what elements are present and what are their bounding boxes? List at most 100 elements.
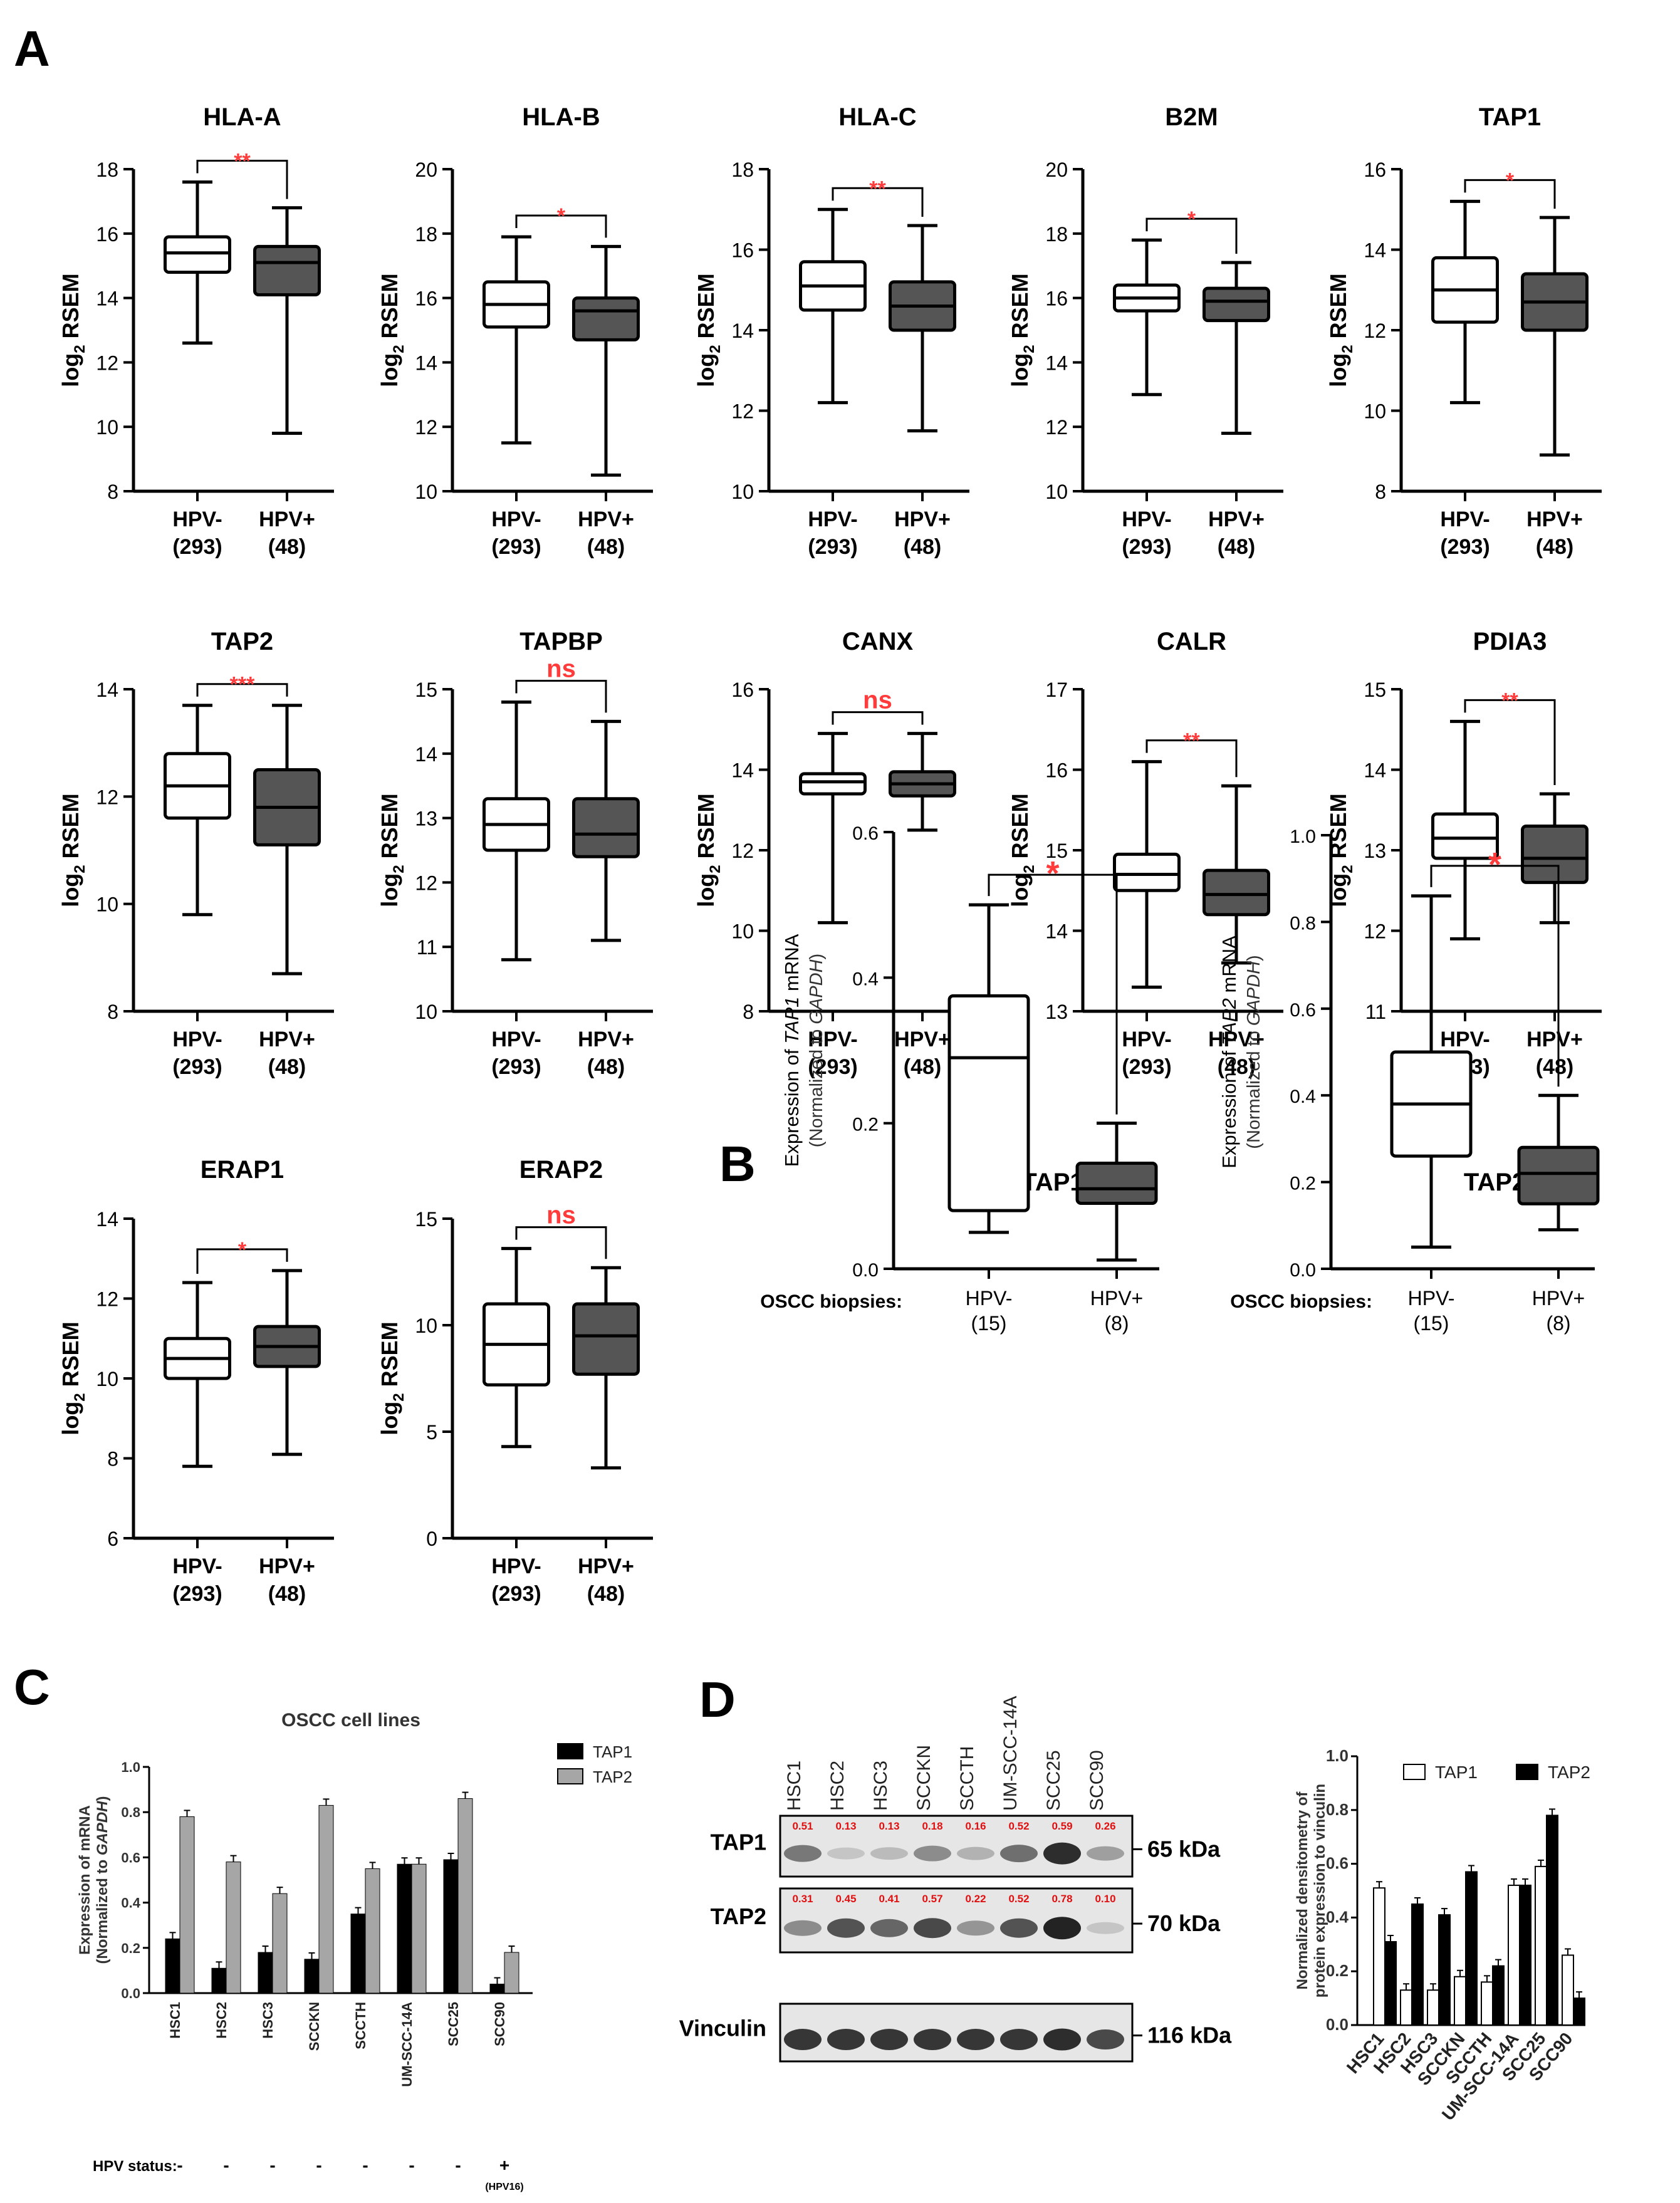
y-tick-label: 14 — [1045, 352, 1068, 374]
group-label: HPV- — [1122, 1028, 1171, 1051]
y-axis-label: log2 RSEM — [693, 793, 724, 907]
y-tick-label: 20 — [415, 159, 437, 181]
legend-label: TAP1 — [1435, 1763, 1478, 1782]
panel-label-b: B — [719, 1136, 756, 1192]
y-axis-label-2: protein expression to vinculin — [1312, 1784, 1328, 1997]
group-label: HPV+ — [1532, 1287, 1585, 1310]
y-tick-label: 0.4 — [121, 1895, 140, 1911]
significance-bracket — [196, 160, 288, 199]
blot-band — [1000, 1918, 1038, 1938]
significance-bracket — [832, 711, 924, 725]
group-label: HPV- — [966, 1287, 1013, 1310]
bar-tap2 — [226, 1862, 241, 1994]
y-label-part: mRNA — [781, 934, 803, 996]
y-tick-label: 18 — [731, 159, 754, 181]
bar-tap2 — [411, 1863, 427, 1994]
y-tick-label: 0.4 — [1290, 1086, 1316, 1107]
box — [1075, 1162, 1158, 1205]
chart-title: ERAP1 — [201, 1156, 284, 1184]
category-label: HSC3 — [260, 2002, 276, 2039]
y-tick-label: 20 — [1045, 159, 1068, 181]
group-label: HPV+ — [259, 1555, 315, 1578]
legend-swatch — [1516, 1764, 1538, 1780]
box — [572, 797, 640, 858]
chart-title: TAP1 — [1479, 103, 1541, 131]
y-tick-label: 10 — [96, 1368, 118, 1390]
bar-tap1 — [211, 1967, 227, 1994]
box — [799, 772, 867, 796]
category-label: HSC1 — [167, 2002, 183, 2039]
y-tick-label: 14 — [96, 679, 118, 701]
box — [1203, 286, 1270, 323]
y-label-part: ) — [806, 954, 827, 960]
group-count: (8) — [1546, 1312, 1570, 1335]
group-label: HPV+ — [1090, 1287, 1143, 1310]
y-tick-label: 14 — [415, 352, 437, 374]
y-label-unit: RSEM — [377, 793, 402, 865]
hpv-status-label: HPV status: — [93, 2158, 177, 2175]
significance-bracket — [1430, 865, 1560, 1087]
y-tick-label: 1.0 — [1326, 1746, 1349, 1765]
blot-band — [1043, 1842, 1081, 1865]
y-axis-label: log2 RSEM — [377, 793, 407, 907]
group-label: HPV+ — [1526, 508, 1583, 531]
chart-title: OSCC cell lines — [281, 1710, 420, 1731]
y-tick-label: 14 — [415, 743, 437, 766]
bar-chart-15: 0.00.20.40.60.81.0HSC1HSC2HSC3SCCKNSCCTH… — [1294, 1746, 1590, 2124]
significance-label: * — [1046, 855, 1059, 892]
kda-label: 65 kDa — [1147, 1836, 1221, 1862]
y-label-part: Expression of — [1218, 1045, 1240, 1168]
blot-band — [784, 1845, 822, 1862]
group-count: (293) — [1122, 1055, 1171, 1079]
y-tick-label: 8 — [107, 1448, 118, 1471]
y-tick-label: 8 — [1375, 481, 1386, 503]
y-tick-label: 18 — [96, 159, 118, 181]
y-tick-label: 10 — [415, 1315, 437, 1337]
band-value: 0.51 — [792, 1820, 813, 1832]
bar-tap2 — [1384, 1941, 1397, 2026]
group-count: (293) — [172, 535, 222, 559]
blot-band — [870, 1919, 908, 1937]
bar-tap2 — [1546, 1815, 1558, 2026]
y-tick-label: 10 — [415, 1001, 437, 1023]
box-chart-1: HLA-B 10 12 14 16 18 20 log2 RSEM * HPV- (293) HPV+… — [377, 103, 653, 559]
group-count: (293) — [172, 1055, 222, 1079]
bar-tap1 — [350, 1914, 366, 1994]
group-count: (15) — [1414, 1312, 1449, 1335]
blot-band — [827, 1918, 865, 1938]
significance-bracket — [832, 187, 924, 217]
blot-band — [784, 1920, 822, 1936]
western-blot: HSC1 HSC2 HSC3 SCCKN SCCTH UM-SCC-14A SCC25 SCC… — [679, 1696, 1232, 2063]
y-label-gene: GAPDH — [94, 1801, 111, 1855]
y-tick-label: 14 — [1045, 920, 1068, 943]
group-label: HPV- — [172, 1555, 222, 1578]
chart-title: ERAP2 — [519, 1156, 603, 1184]
blot-band — [914, 1918, 951, 1939]
bar-tap1 — [489, 1984, 505, 1994]
band-value: 0.16 — [965, 1820, 986, 1832]
box — [947, 994, 1030, 1212]
y-label-part: protein expression to vinculin — [1312, 1784, 1328, 1997]
y-tick-label: 16 — [1364, 159, 1386, 181]
bar-tap1 — [1535, 1865, 1547, 2026]
group-count: (293) — [491, 535, 541, 559]
y-label-sub: 2 — [1021, 345, 1038, 353]
y-tick-label: 16 — [1045, 759, 1068, 782]
box — [1113, 852, 1181, 892]
group-count: (48) — [904, 535, 941, 559]
group-label: HPV+ — [259, 1028, 315, 1051]
box-chart-4: TAP1 8 10 12 14 16 log2 RSEM * HPV- (293) HPV+ (48) — [1325, 103, 1602, 559]
y-label-part: (Normalized to — [1244, 1026, 1264, 1149]
group-count: (293) — [808, 1055, 857, 1079]
band-value: 0.45 — [835, 1893, 856, 1905]
box — [1203, 868, 1270, 917]
y-axis-label: log2 RSEM — [377, 273, 407, 387]
y-label-sub: 2 — [1021, 865, 1038, 873]
y-tick-label: 12 — [96, 786, 118, 808]
box — [1431, 812, 1499, 860]
bar-tap1 — [1373, 1887, 1385, 2026]
y-tick-label: 13 — [1364, 840, 1386, 862]
significance-label: ns — [546, 655, 576, 683]
y-tick-label: 14 — [731, 759, 754, 782]
